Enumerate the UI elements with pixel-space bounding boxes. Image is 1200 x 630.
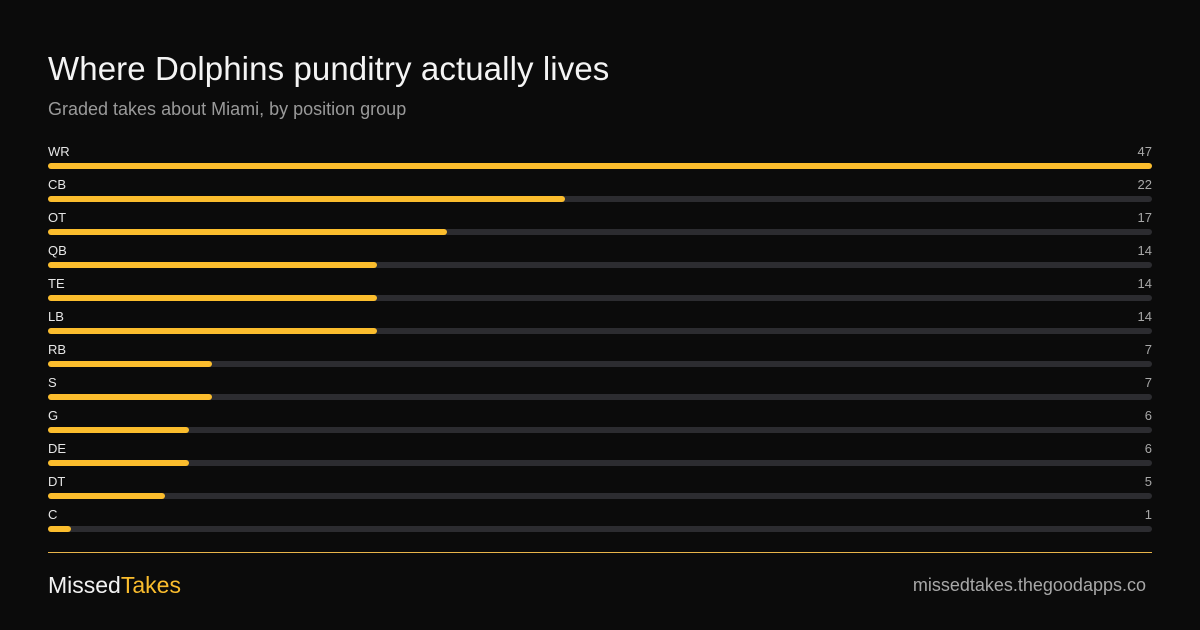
bar-value-label: 47 [1137, 144, 1152, 159]
bar-value-label: 6 [1144, 408, 1152, 423]
bar-track [48, 295, 1152, 301]
bar-track [48, 196, 1152, 202]
bar-label: TE [48, 276, 65, 291]
bar [48, 196, 565, 202]
bar [48, 163, 1152, 169]
footer-divider [48, 552, 1152, 553]
chart-title: Where Dolphins punditry actually lives [48, 50, 610, 87]
bar-value-label: 22 [1137, 177, 1152, 192]
bar-value-label: 7 [1144, 375, 1152, 390]
bar-label: DT [48, 474, 66, 489]
bar-row-qb: QB 14 [48, 241, 1152, 274]
bar-value-label: 17 [1137, 210, 1152, 225]
bar-label: RB [48, 342, 67, 357]
brand-logo: MissedTakes [48, 572, 181, 599]
bar-row-ot: OT 17 [48, 208, 1152, 241]
bar-row-lb: LB 14 [48, 307, 1152, 340]
bar-track [48, 328, 1152, 334]
bar-row-cb: CB 22 [48, 175, 1152, 208]
bar [48, 262, 377, 268]
bar-track [48, 493, 1152, 499]
site-url: missedtakes.thegoodapps.co [912, 575, 1146, 595]
bar-label: G [48, 408, 59, 423]
bar-track [48, 163, 1152, 169]
bar-label: WR [48, 144, 70, 159]
bar-value-label: 14 [1137, 243, 1152, 258]
bar-track [48, 460, 1152, 466]
bar-row-wr: WR 47 [48, 142, 1152, 175]
bar [48, 361, 212, 367]
bar-track [48, 262, 1152, 268]
bar [48, 460, 189, 466]
bar [48, 394, 212, 400]
bar [48, 493, 165, 499]
bar-value-label: 14 [1137, 276, 1152, 291]
bar-row-dt: DT 5 [48, 472, 1152, 505]
bar-chart: WR 47 CB 22 OT 17 QB 14 TE 14 LB 14 RB 7 S 7 G 6 DE 6 DT 5 C 1 [48, 142, 1152, 538]
bar-label: LB [48, 309, 64, 324]
bar-label: DE [48, 441, 67, 456]
bar-label: CB [48, 177, 67, 192]
bar-label: QB [48, 243, 67, 258]
bar-track [48, 229, 1152, 235]
bar-row-rb: RB 7 [48, 340, 1152, 373]
bar-value-label: 1 [1144, 507, 1152, 522]
bar-value-label: 7 [1144, 342, 1152, 357]
bar [48, 295, 377, 301]
bar-track [48, 361, 1152, 367]
bar-track [48, 526, 1152, 532]
bar [48, 229, 447, 235]
bar-value-label: 5 [1144, 474, 1152, 489]
bar-track [48, 427, 1152, 433]
bar [48, 427, 189, 433]
bar [48, 328, 377, 334]
brand-name-part2: Takes [120, 572, 181, 598]
bar-row-te: TE 14 [48, 274, 1152, 307]
bar-label: S [48, 375, 57, 390]
chart-subtitle: Graded takes about Miami, by position gr… [48, 99, 407, 119]
bar-label: OT [48, 210, 67, 225]
brand-name-part1: Missed [48, 572, 121, 598]
bar-row-de: DE 6 [48, 439, 1152, 472]
bar-value-label: 6 [1144, 441, 1152, 456]
bar-value-label: 14 [1137, 309, 1152, 324]
bar [48, 526, 71, 532]
bar-label: C [48, 507, 58, 522]
bar-track [48, 394, 1152, 400]
